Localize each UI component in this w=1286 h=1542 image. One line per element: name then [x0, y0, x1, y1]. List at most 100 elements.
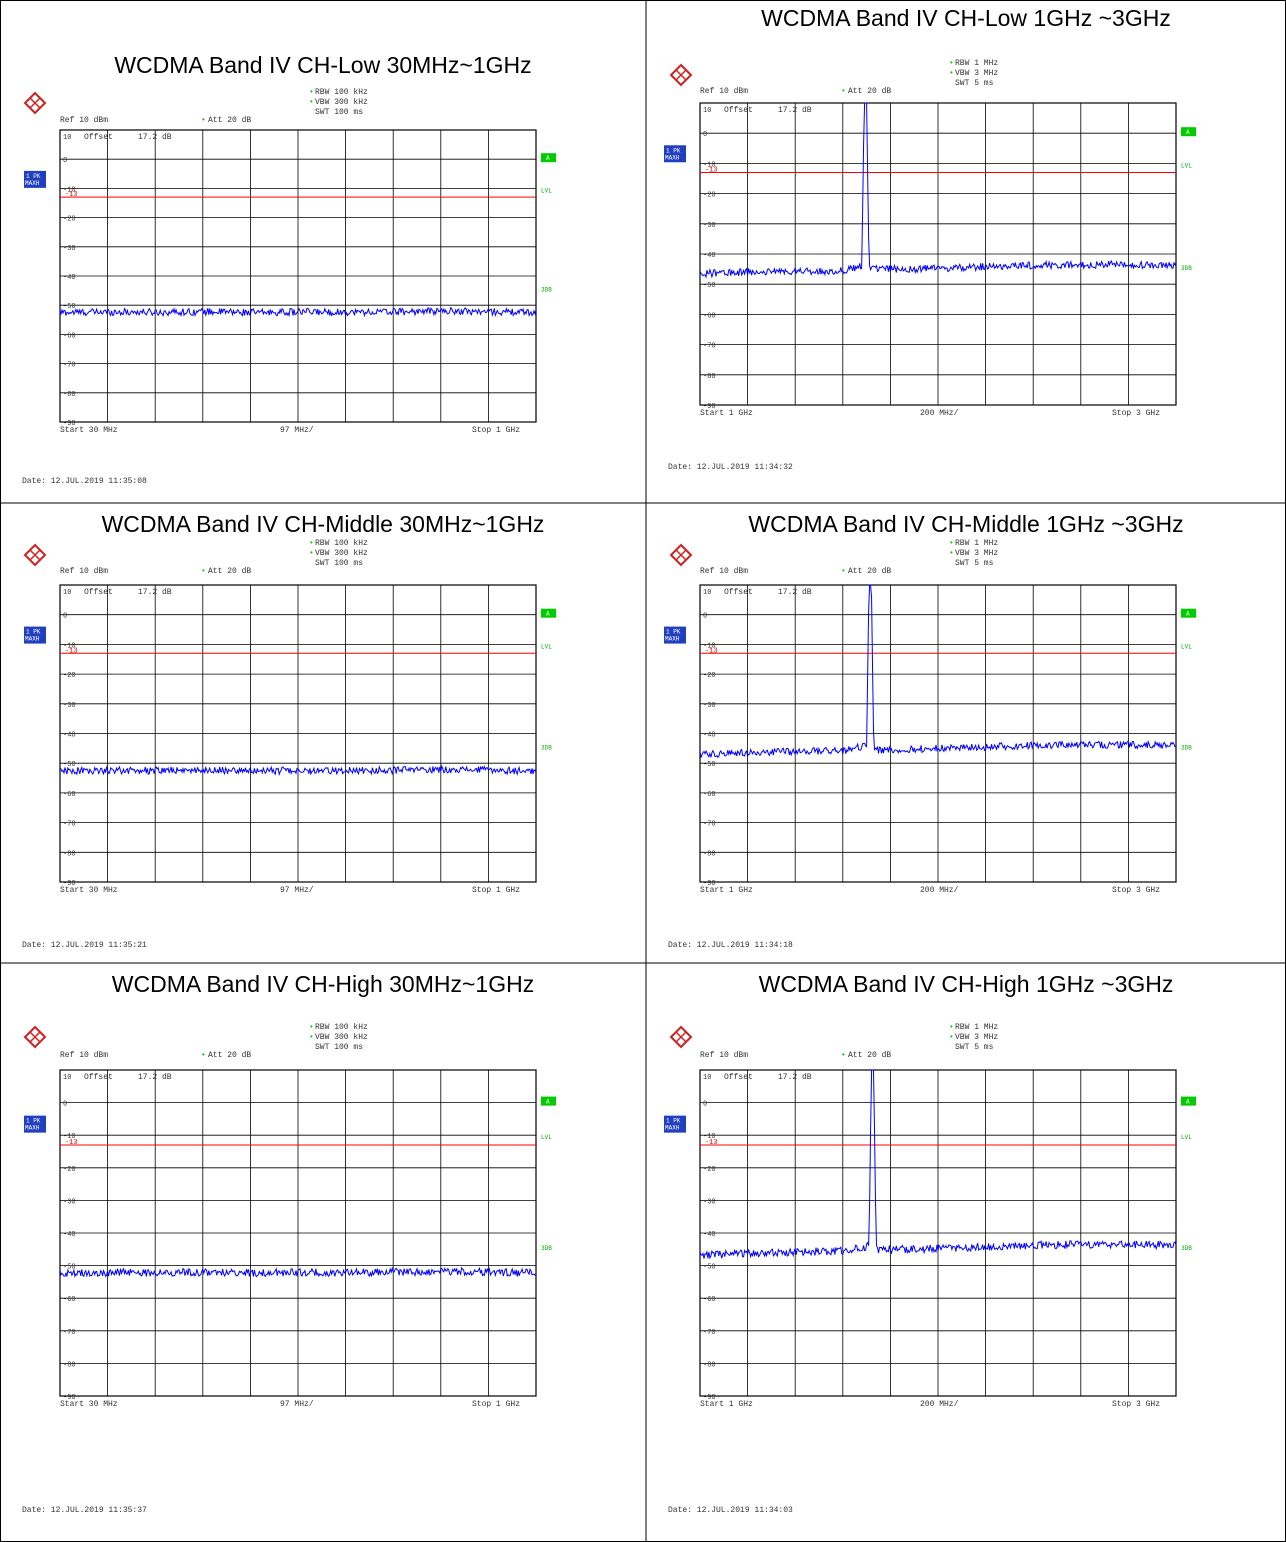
panel-3: WCDMA Band IV CH-Middle 30MHz~1GHz • RBW 1… [0, 503, 646, 963]
trace-badge-line2: MAXH [25, 180, 40, 187]
rohde-schwarz-logo-icon [669, 543, 693, 567]
y-tick-label: 0 [63, 613, 67, 621]
attenuation-label: Att 20 dB [208, 1051, 251, 1060]
x-span-label: 97 MHz/ [280, 1400, 314, 1409]
y-tick-label: -40 [703, 252, 716, 260]
x-stop-label: Stop 3 GHz [1112, 409, 1160, 418]
trace-badge-line1: 1 PK [26, 629, 41, 636]
rohde-schwarz-logo-icon [669, 1025, 693, 1049]
x-start-label: Start 1 GHz [700, 1400, 753, 1409]
panel-2: WCDMA Band IV CH-Low 1GHz ~3GHz • RBW 1 MH… [646, 0, 1286, 503]
y-tick-label: 10 [63, 589, 71, 597]
panel-1: WCDMA Band IV CH-Low 30MHz~1GHz • RBW 100 … [0, 0, 646, 503]
offset-label: Offset [724, 1073, 753, 1082]
trace-line [59, 764, 537, 777]
limit-line-label: -13 [65, 1139, 78, 1147]
x-span-label: 200 MHz/ [920, 409, 959, 418]
y-tick-label: -50 [703, 1264, 716, 1272]
panel-6: WCDMA Band IV CH-High 1GHz ~3GHz • RBW 1 M… [646, 963, 1286, 1542]
panel-4: WCDMA Band IV CH-Middle 1GHz ~3GHz • RBW 1… [646, 503, 1286, 963]
offset-value: 17.2 dB [778, 588, 812, 597]
vbw-marker: • [309, 1033, 314, 1042]
rbw-marker: • [949, 1023, 954, 1032]
swt-label: SWT 5 ms [955, 1043, 994, 1052]
side-label-a: A [546, 1099, 550, 1106]
rbw-label: RBW 100 kHz [315, 539, 368, 548]
swt-label: SWT 100 ms [315, 108, 363, 117]
y-tick-label: -90 [63, 1394, 76, 1402]
vbw-label: VBW 3 MHz [955, 1033, 998, 1042]
vbw-marker: • [949, 549, 954, 558]
vbw-marker: • [949, 69, 954, 78]
vbw-marker: • [309, 549, 314, 558]
date-label: Date: 12.JUL.2019 11:34:18 [668, 941, 793, 950]
trace-line [699, 102, 1177, 279]
y-tick-label: -60 [63, 332, 76, 340]
x-stop-label: Stop 1 GHz [472, 886, 520, 895]
trace-badge-line1: 1 PK [26, 1118, 41, 1125]
trace-line [59, 1266, 537, 1279]
y-tick-label: -50 [703, 282, 716, 290]
trace-badge [24, 170, 46, 188]
x-span-label: 200 MHz/ [920, 886, 959, 895]
date-label: Date: 12.JUL.2019 11:35:08 [22, 477, 147, 486]
side-badge-a [541, 608, 556, 618]
trace-badge [24, 1115, 46, 1133]
y-tick-label: -20 [63, 672, 76, 680]
y-tick-label: -40 [63, 274, 76, 282]
trace-badge-line1: 1 PK [666, 629, 681, 636]
y-tick-label: -40 [703, 732, 716, 740]
side-label-lvl: LVL [1181, 162, 1192, 169]
y-tick-label: -50 [63, 761, 76, 769]
x-start-label: Start 1 GHz [700, 409, 753, 418]
y-tick-label: 0 [703, 613, 707, 621]
vbw-label: VBW 300 kHz [315, 98, 368, 107]
attenuation-label: Att 20 dB [848, 567, 891, 576]
y-tick-label: -80 [703, 373, 716, 381]
attenuation-label: Att 20 dB [848, 87, 891, 96]
offset-value: 17.2 dB [138, 588, 172, 597]
x-stop-label: Stop 3 GHz [1112, 1400, 1160, 1409]
x-start-label: Start 30 MHz [60, 886, 118, 895]
rohde-schwarz-logo-icon [23, 543, 47, 567]
trace-badge [664, 626, 686, 644]
offset-value: 17.2 dB [778, 106, 812, 115]
trace-badge-line2: MAXH [665, 154, 680, 161]
y-tick-label: 10 [703, 1074, 711, 1082]
swt-label: SWT 5 ms [955, 79, 994, 88]
y-tick-label: -40 [703, 1231, 716, 1239]
panel-title: WCDMA Band IV CH-Middle 30MHz~1GHz [101, 511, 545, 537]
panel-title: WCDMA Band IV CH-Low 1GHz ~3GHz [761, 5, 1171, 31]
side-label-lvl: LVL [541, 1134, 552, 1141]
ref-level-label: Ref 10 dBm [700, 1051, 748, 1060]
y-tick-label: -30 [703, 222, 716, 230]
panel-title: WCDMA Band IV CH-High 30MHz~1GHz [111, 971, 535, 997]
rohde-schwarz-logo-icon [23, 1025, 47, 1049]
side-label-lvl: LVL [541, 643, 552, 650]
x-stop-label: Stop 1 GHz [472, 426, 520, 435]
offset-value: 17.2 dB [778, 1073, 812, 1082]
att-marker: • [201, 1051, 206, 1060]
x-stop-label: Stop 1 GHz [472, 1400, 520, 1409]
swt-label: SWT 5 ms [955, 559, 994, 568]
trace-badge-line1: 1 PK [666, 147, 681, 154]
limit-line-label: -13 [705, 647, 718, 655]
y-tick-label: -40 [63, 1231, 76, 1239]
trace-line [699, 584, 1177, 759]
y-tick-label: 10 [63, 1074, 71, 1082]
side-label-3db: 3DB [541, 744, 552, 751]
side-label-3db: 3DB [1181, 744, 1192, 751]
limit-line-label: -13 [65, 647, 78, 655]
vbw-label: VBW 3 MHz [955, 549, 998, 558]
att-marker: • [201, 567, 206, 576]
limit-line-label: -13 [705, 166, 718, 174]
offset-label: Offset [84, 133, 113, 142]
rbw-marker: • [949, 539, 954, 548]
x-start-label: Start 30 MHz [60, 426, 118, 435]
y-tick-label: -20 [63, 216, 76, 224]
trace-badge-line2: MAXH [25, 1125, 40, 1132]
rbw-label: RBW 100 kHz [315, 1023, 368, 1032]
